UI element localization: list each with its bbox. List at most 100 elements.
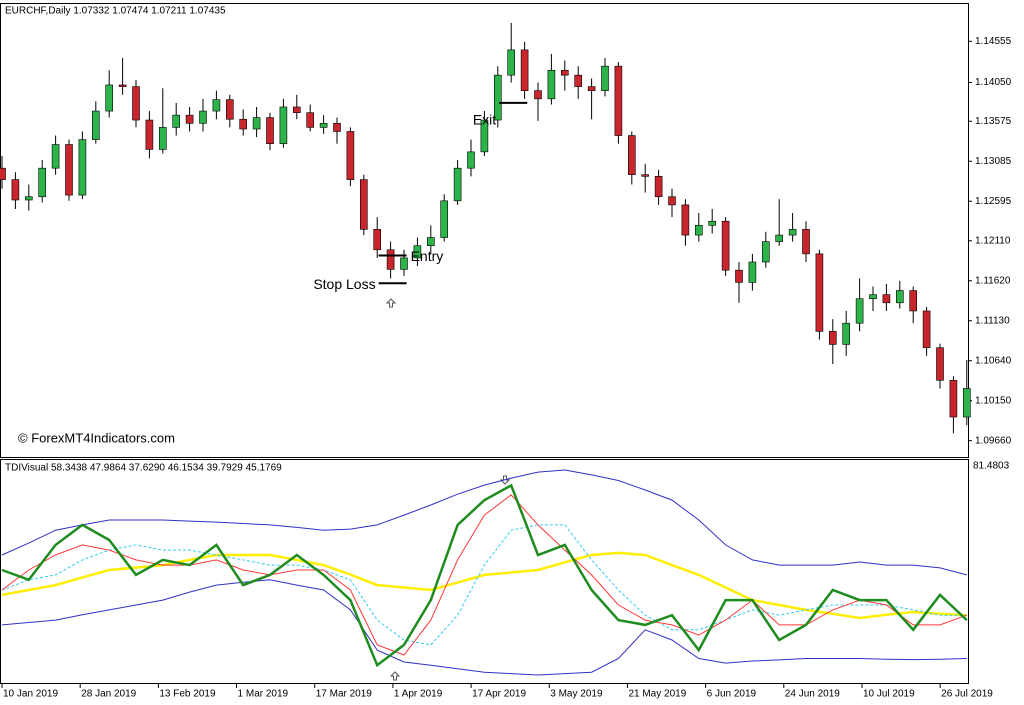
arrow-up	[385, 298, 397, 308]
x-tick-label: 10 Jan 2019	[3, 689, 58, 700]
y-tick-label: 1.12595	[975, 196, 1012, 207]
y-tick-label: 1.14555	[975, 36, 1012, 47]
candle-body	[426, 237, 435, 246]
candle-body	[627, 135, 636, 176]
x-tick-label: 3 May 2019	[550, 689, 603, 700]
candle-body	[788, 229, 797, 236]
candle-body	[239, 118, 247, 130]
candle-body	[694, 224, 703, 236]
candle-body	[185, 114, 194, 124]
annotation-label: Stop Loss	[313, 276, 375, 292]
indicator-line	[1, 483, 968, 668]
candle-body	[467, 151, 475, 169]
candle-body	[0, 167, 6, 180]
candle-body	[828, 331, 837, 345]
candle-body	[721, 220, 730, 271]
candle-body	[641, 174, 650, 177]
x-tick-label: 28 Jan 2019	[81, 689, 136, 700]
indicator-line	[1, 524, 967, 646]
x-tick-label: 26 Jul 2019	[941, 689, 993, 700]
indicator-line	[1, 469, 967, 576]
candle-body	[38, 167, 47, 198]
indicator-title: TDIVisual 58.3438 47.9864 37.6290 46.153…	[5, 463, 282, 474]
candle-body	[842, 322, 851, 345]
candle-body	[775, 234, 784, 242]
candle-body	[601, 65, 609, 91]
y-tick-label: 1.10150	[975, 395, 1012, 406]
candle-body	[11, 179, 20, 201]
candle-body	[748, 261, 757, 283]
candle-body	[118, 84, 127, 87]
candle-body	[105, 84, 113, 112]
candle-body	[252, 117, 261, 130]
x-tick-label: 6 Jun 2019	[707, 689, 757, 700]
candle-body	[815, 253, 824, 332]
y-tick-label: 1.14050	[975, 77, 1012, 88]
candle-body	[172, 114, 180, 128]
candle-body	[587, 86, 596, 91]
candle-body	[614, 65, 623, 136]
candle-body	[882, 294, 891, 304]
candle-body	[145, 119, 154, 150]
candle-body	[306, 112, 315, 128]
indicator-frame	[0, 459, 969, 684]
candle-body	[574, 74, 583, 87]
y-tick-label: 1.12110	[975, 235, 1011, 246]
y-tick-label: 1.13085	[975, 156, 1012, 167]
candle-body	[922, 310, 931, 348]
x-tick-label: 17 Mar 2019	[316, 689, 373, 700]
candle-body	[949, 380, 958, 418]
y-tick-label: 1.11620	[975, 275, 1011, 286]
watermark: © ForexMT4Indicators.com	[18, 430, 175, 445]
candle-body	[480, 119, 489, 153]
candle-body	[78, 139, 87, 196]
candle-body	[24, 196, 33, 201]
candle-body	[681, 204, 690, 236]
annotation-label: Entry	[411, 248, 444, 264]
x-tick-label: 21 May 2019	[628, 689, 686, 700]
annotation-label: Exit	[473, 112, 496, 128]
x-tick-label: 17 Apr 2019	[472, 689, 526, 700]
candle-body	[212, 99, 221, 112]
candle-body	[386, 249, 395, 270]
y-tick-label: 1.09660	[975, 435, 1012, 446]
x-tick-label: 1 Apr 2019	[394, 689, 443, 700]
candle-body	[359, 179, 368, 230]
candle-body	[895, 290, 904, 304]
candle-body	[292, 106, 301, 113]
candle-body	[668, 196, 676, 206]
arrow-up	[389, 671, 401, 681]
candle-body	[735, 269, 743, 283]
candle-body	[132, 86, 140, 121]
candle-body	[520, 49, 529, 91]
y2-tick-label: 81.4803	[973, 461, 1010, 472]
candle-body	[440, 200, 449, 238]
candle-body	[226, 99, 234, 120]
candle-body	[373, 229, 382, 251]
x-tick-label: 10 Jul 2019	[863, 689, 915, 700]
main-frame	[0, 3, 969, 458]
y-tick-label: 1.10640	[975, 355, 1012, 366]
candle-body	[333, 123, 341, 132]
candle-body	[802, 229, 810, 255]
chart-title: EURCHF,Daily 1.07332 1.07474 1.07211 1.0…	[5, 6, 226, 17]
candle-body	[159, 127, 167, 150]
candle-body	[266, 117, 274, 145]
candle-body	[909, 290, 918, 312]
candle-body	[534, 90, 542, 100]
y-tick-label: 1.13575	[975, 116, 1012, 127]
candle-body	[65, 144, 73, 196]
indicator-line	[1, 579, 967, 676]
y-tick-label: 1.11130	[975, 315, 1010, 326]
x-tick-label: 24 Jun 2019	[785, 689, 840, 700]
x-tick-label: 13 Feb 2019	[159, 689, 216, 700]
candle-body	[400, 257, 408, 270]
candle-body	[547, 69, 556, 100]
candle-body	[855, 298, 864, 324]
candle-body	[761, 241, 770, 263]
candle-body	[279, 106, 288, 145]
candle-body	[319, 123, 328, 128]
candle-body	[493, 74, 502, 121]
